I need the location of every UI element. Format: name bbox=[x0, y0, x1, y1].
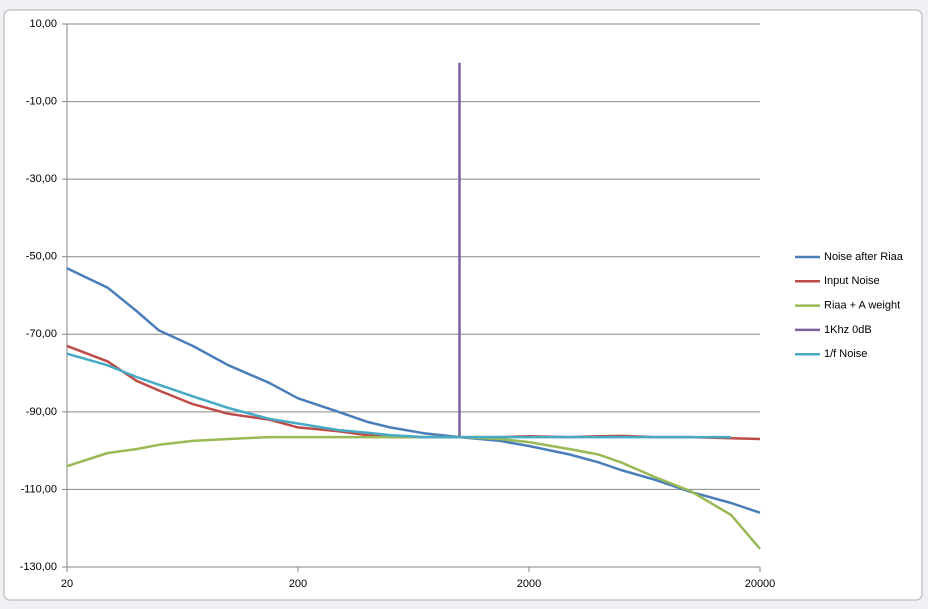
y-tick-label: 10,00 bbox=[29, 18, 57, 30]
y-tick-label: -110,00 bbox=[21, 483, 58, 495]
legend-label: 1Khz 0dB bbox=[824, 324, 872, 336]
series-line bbox=[66, 267, 761, 514]
y-tick-label: -70,00 bbox=[26, 328, 57, 340]
chart-area bbox=[3, 9, 923, 601]
legend-label: 1/f Noise bbox=[824, 348, 867, 360]
legend-label: Noise after Riaa bbox=[824, 251, 904, 263]
y-tick-label: -130,00 bbox=[20, 561, 57, 573]
x-tick-label: 200 bbox=[289, 578, 307, 590]
y-tick-label: -50,00 bbox=[26, 251, 57, 263]
y-tick-label: -90,00 bbox=[26, 406, 57, 418]
legend-label: Riaa + A weight bbox=[824, 300, 900, 312]
legend-label: Input Noise bbox=[824, 275, 880, 287]
x-tick-label: 2000 bbox=[517, 578, 541, 590]
series-line bbox=[66, 352, 732, 439]
y-tick-label: -30,00 bbox=[26, 173, 57, 185]
y-tick-label: -10,00 bbox=[26, 95, 57, 107]
x-tick-label: 20 bbox=[61, 578, 73, 590]
x-tick-label: 20000 bbox=[745, 578, 776, 590]
